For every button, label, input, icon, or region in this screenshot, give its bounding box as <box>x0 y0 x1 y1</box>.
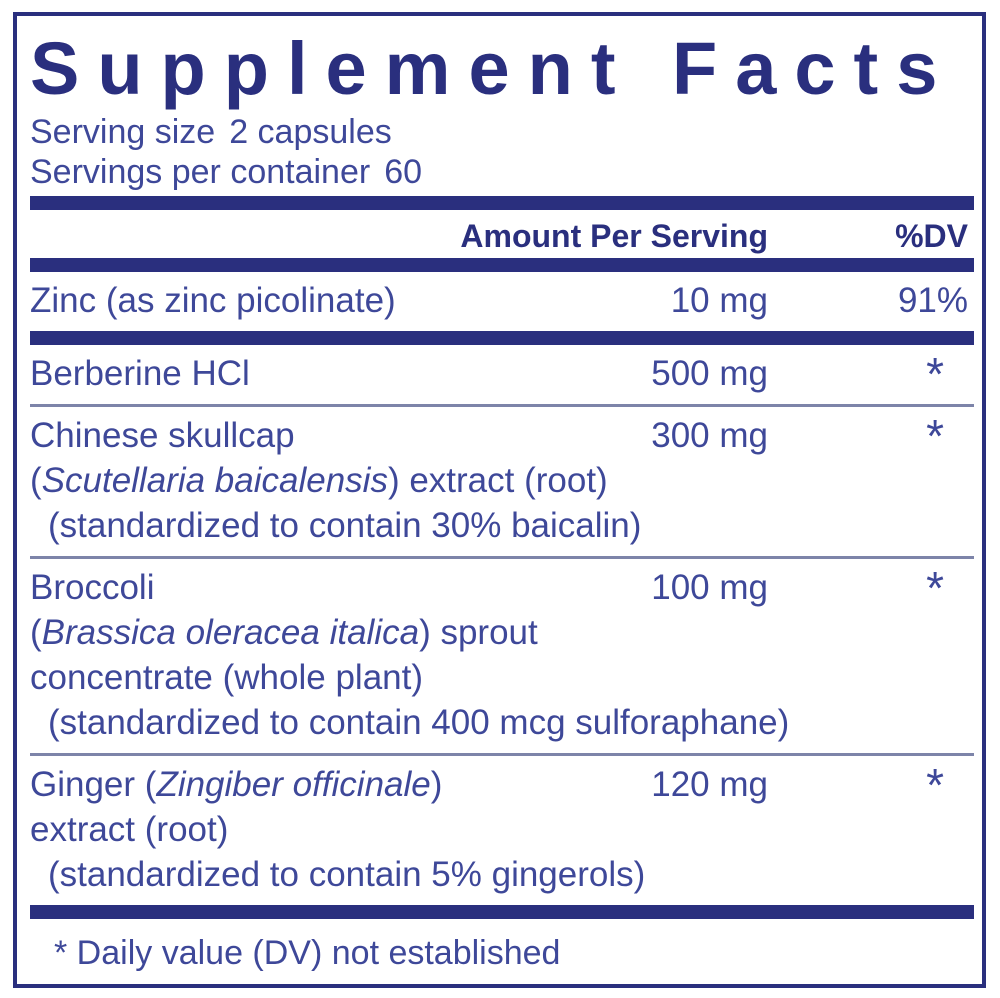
ingredient-name-text: ) extract (root) <box>387 461 608 500</box>
ingredient-name-text: ( <box>30 461 42 500</box>
amount-per-serving-header: Amount Per Serving <box>460 218 768 254</box>
ingredient-name-line: (Scutellaria baicalensis) extract (root) <box>30 458 974 503</box>
panel-title: Supplement Facts <box>30 27 956 110</box>
ingredient-name-line: (standardized to contain 30% baicalin) <box>30 503 974 548</box>
servings-per-container-value: 60 <box>384 153 423 191</box>
servings-per-container-label: Servings per container <box>30 153 371 191</box>
ingredient-name: Broccoli (Brassica oleracea italica) spro… <box>30 565 974 745</box>
ingredient-name: Ginger (Zingiber officinale) extract (roo… <box>30 762 974 897</box>
ingredient-name-text: Ginger ( <box>30 765 157 804</box>
ingredient-row: Broccoli (Brassica oleracea italica) spro… <box>30 559 974 753</box>
ingredient-name-text: concentrate (whole plant) <box>30 658 423 697</box>
serving-size-label: Serving size <box>30 113 216 151</box>
ingredient-name-text: (standardized to contain 400 mcg sulfora… <box>48 703 790 742</box>
ingredient-row: Chinese skullcap (Scutellaria baicalensis… <box>30 407 974 556</box>
ingredient-amount: 10 mg <box>670 281 768 320</box>
ingredient-amount: 500 mg <box>651 354 768 393</box>
ingredient-name-line: Ginger (Zingiber officinale) <box>30 762 974 807</box>
ingredient-name-line: Chinese skullcap <box>30 413 974 458</box>
ingredient-row: Zinc (as zinc picolinate) 10 mg 91% <box>30 272 974 331</box>
row-divider-thick <box>30 331 974 345</box>
ingredient-rows: Zinc (as zinc picolinate) 10 mg 91% Berberi… <box>30 272 974 905</box>
ingredient-name-text: Broccoli <box>30 568 155 607</box>
ingredient-name-text: Scutellaria baicalensis <box>41 461 388 500</box>
divider-thick-under-header <box>30 258 974 272</box>
ingredient-name-text: ) sprout <box>419 613 538 652</box>
ingredient-name: Berberine HCl <box>30 351 974 396</box>
row-divider-thin <box>30 556 974 559</box>
row-divider-thin <box>30 753 974 756</box>
ingredient-dv: * <box>926 348 944 400</box>
ingredient-name-text: Zinc (as zinc picolinate) <box>30 281 396 320</box>
ingredient-name-line: (standardized to contain 400 mcg sulfora… <box>30 700 974 745</box>
dv-header: %DV <box>895 218 968 254</box>
ingredient-name-text: Berberine HCl <box>30 354 250 393</box>
ingredient-name: Zinc (as zinc picolinate) <box>30 278 974 323</box>
ingredient-amount: 100 mg <box>651 568 768 607</box>
ingredient-name-text: ) <box>430 765 443 804</box>
table-header-row: Amount Per Serving %DV <box>30 210 974 258</box>
divider-thick-bottom <box>30 905 974 919</box>
ingredient-name-text: Chinese skullcap <box>30 416 295 455</box>
ingredient-name-text: ( <box>30 613 42 652</box>
divider-thick-top <box>30 196 974 210</box>
serving-size-value: 2 capsules <box>229 113 392 151</box>
ingredient-row: Berberine HCl 500 mg * <box>30 345 974 404</box>
ingredient-name-line: Berberine HCl <box>30 351 974 396</box>
ingredient-dv: * <box>926 562 944 614</box>
ingredient-name-text: Brassica oleracea italica <box>41 613 420 652</box>
ingredient-name-text: (standardized to contain 5% gingerols) <box>48 855 646 894</box>
ingredient-amount: 300 mg <box>651 416 768 455</box>
ingredient-name-line: (Brassica oleracea italica) sprout <box>30 610 974 655</box>
footnote: * Daily value (DV) not established <box>54 934 561 972</box>
row-divider-thin <box>30 404 974 407</box>
ingredient-row: Ginger (Zingiber officinale) extract (roo… <box>30 756 974 905</box>
ingredient-name-text: Zingiber officinale <box>156 765 431 804</box>
ingredient-dv: * <box>926 759 944 811</box>
ingredient-name-text: (standardized to contain 30% baicalin) <box>48 506 642 545</box>
ingredient-dv: 91% <box>897 281 968 320</box>
ingredient-amount: 120 mg <box>651 765 768 804</box>
ingredient-name-text: extract (root) <box>30 810 229 849</box>
servings-per-container-line: Servings per container 60 <box>30 152 974 192</box>
serving-size-line: Serving size 2 capsules <box>30 112 974 152</box>
ingredient-name-line: Broccoli <box>30 565 974 610</box>
ingredient-name-line: (standardized to contain 5% gingerols) <box>30 852 974 897</box>
supplement-facts-panel: Supplement Facts Serving size 2 capsules … <box>13 12 986 988</box>
ingredient-name-line: concentrate (whole plant) <box>30 655 974 700</box>
ingredient-name-line: Zinc (as zinc picolinate) <box>30 278 974 323</box>
ingredient-name-line: extract (root) <box>30 807 974 852</box>
ingredient-name: Chinese skullcap (Scutellaria baicalensis… <box>30 413 974 548</box>
ingredient-dv: * <box>926 410 944 462</box>
